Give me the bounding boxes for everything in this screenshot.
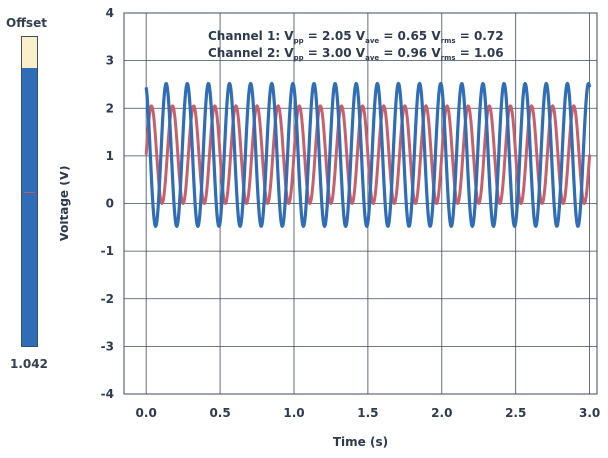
y-tick-label: 0 (106, 197, 114, 211)
y-tick-label: -3 (101, 339, 114, 353)
x-axis-label: Time (s) (333, 435, 388, 449)
y-tick-label: 3 (106, 54, 114, 68)
x-tick-label: 2.5 (505, 406, 526, 420)
y-tick-label: 4 (106, 6, 114, 20)
offset-panel: Offset 1.042 (0, 0, 62, 458)
stats-annotation: Channel 1: Vpp = 2.05 Vave = 0.65 Vrms =… (208, 29, 504, 62)
ticks: 0.0 0.5 1.0 1.5 2.0 2.5 3.0 -4 -3 -2 -1 0 1 2 3 4 (101, 6, 601, 420)
series-line-1 (144, 104, 592, 205)
y-tick-label: -1 (101, 244, 114, 258)
annotation-line-2: Channel 2: Vpp = 3.00 Vave = 0.96 Vrms =… (208, 46, 504, 62)
offset-slider[interactable] (21, 36, 38, 347)
x-tick-label: 0.0 (136, 406, 157, 420)
y-tick-label: 1 (106, 149, 114, 163)
x-tick-label: 1.0 (283, 406, 304, 420)
offset-value: 1.042 (10, 357, 48, 371)
y-tick-label: -4 (101, 387, 114, 401)
voltage-chart: 0.0 0.5 1.0 1.5 2.0 2.5 3.0 -4 -3 -2 -1 0 1 2 3 4 Time … (60, 6, 601, 449)
series-layer (144, 81, 592, 228)
y-tick-label: -2 (101, 292, 114, 306)
annotation-line-1: Channel 1: Vpp = 2.05 Vave = 0.65 Vrms =… (208, 29, 504, 45)
series-line-2 (144, 81, 592, 228)
y-axis-label: Voltage (V) (60, 166, 71, 242)
x-tick-label: 2.0 (431, 406, 452, 420)
y-tick-label: 2 (106, 101, 114, 115)
offset-marker (24, 191, 35, 193)
x-tick-label: 3.0 (579, 406, 600, 420)
plot-frame (123, 12, 598, 395)
offset-fill (22, 67, 37, 346)
x-tick-label: 1.5 (357, 406, 378, 420)
x-tick-label: 0.5 (209, 406, 230, 420)
offset-title: Offset (6, 16, 47, 30)
